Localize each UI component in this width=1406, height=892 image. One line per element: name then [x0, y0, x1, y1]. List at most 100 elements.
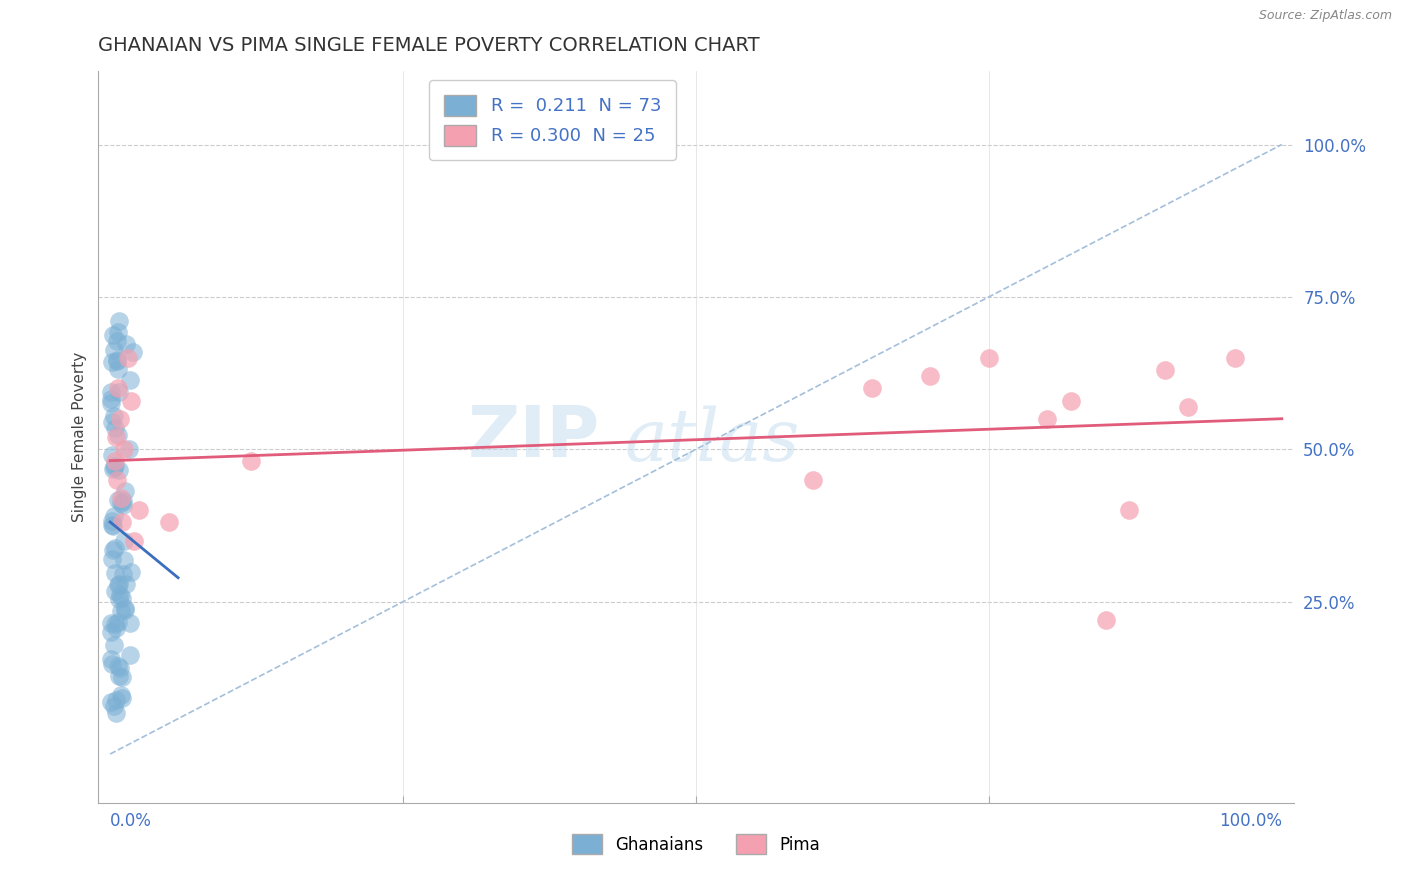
Point	[104, 693, 127, 707]
Point	[100, 415, 122, 429]
Point	[122, 533, 145, 548]
Point	[1177, 400, 1199, 414]
Point	[103, 409, 125, 424]
Point	[120, 648, 142, 662]
Point	[103, 699, 125, 714]
Point	[104, 706, 127, 721]
Point	[112, 498, 135, 512]
Point	[110, 496, 132, 510]
Point	[111, 690, 134, 705]
Text: 0.0%: 0.0%	[110, 812, 152, 830]
Point	[100, 625, 122, 640]
Point	[112, 442, 135, 457]
Point	[100, 652, 122, 666]
Point	[801, 473, 824, 487]
Point	[100, 449, 122, 463]
Point	[120, 565, 142, 579]
Text: atlas: atlas	[624, 406, 800, 476]
Point	[114, 336, 136, 351]
Point	[103, 543, 125, 558]
Point	[111, 670, 134, 684]
Point	[977, 351, 1000, 365]
Point	[107, 428, 129, 442]
Point	[108, 384, 131, 399]
Point	[104, 621, 127, 635]
Point	[114, 601, 136, 615]
Point	[118, 442, 141, 456]
Point	[120, 616, 142, 631]
Point	[101, 518, 124, 533]
Point	[104, 421, 127, 435]
Point	[108, 314, 131, 328]
Point	[104, 454, 127, 468]
Point	[108, 463, 131, 477]
Point	[103, 638, 125, 652]
Point	[100, 392, 122, 406]
Point	[110, 491, 132, 505]
Point	[107, 325, 129, 339]
Point	[1118, 503, 1140, 517]
Point	[100, 517, 122, 532]
Point	[105, 334, 128, 349]
Point	[112, 553, 135, 567]
Point	[105, 352, 128, 367]
Point	[115, 577, 138, 591]
Point	[110, 588, 132, 602]
Point	[111, 591, 134, 605]
Point	[105, 473, 128, 487]
Point	[117, 351, 139, 365]
Point	[111, 494, 134, 508]
Point	[114, 484, 136, 499]
Text: ZIP: ZIP	[468, 402, 600, 472]
Point	[112, 533, 135, 548]
Point	[128, 503, 150, 517]
Point	[122, 345, 145, 359]
Point	[100, 355, 122, 369]
Point	[1036, 412, 1059, 426]
Point	[860, 381, 883, 395]
Point	[107, 578, 129, 592]
Point	[107, 493, 129, 508]
Point	[104, 566, 127, 581]
Text: 100.0%: 100.0%	[1219, 812, 1282, 830]
Text: Source: ZipAtlas.com: Source: ZipAtlas.com	[1258, 9, 1392, 22]
Point	[1223, 351, 1246, 365]
Point	[107, 361, 129, 376]
Point	[103, 508, 125, 523]
Point	[114, 602, 136, 616]
Point	[1060, 393, 1083, 408]
Point	[108, 661, 131, 675]
Point	[105, 430, 128, 444]
Point	[100, 384, 122, 399]
Point	[103, 343, 125, 358]
Point	[108, 591, 131, 606]
Point	[108, 669, 131, 683]
Point	[118, 373, 141, 387]
Point	[239, 454, 262, 468]
Point	[103, 459, 125, 474]
Point	[107, 615, 129, 630]
Point	[104, 458, 127, 473]
Point	[110, 688, 132, 702]
Point	[120, 393, 142, 408]
Legend: Ghanaians, Pima: Ghanaians, Pima	[565, 828, 827, 860]
Point	[920, 369, 942, 384]
Point	[108, 577, 131, 591]
Point	[108, 412, 131, 426]
Point	[110, 603, 132, 617]
Point	[107, 381, 129, 395]
Text: GHANAIAN VS PIMA SINGLE FEMALE POVERTY CORRELATION CHART: GHANAIAN VS PIMA SINGLE FEMALE POVERTY C…	[98, 36, 761, 54]
Point	[101, 327, 124, 342]
Point	[101, 657, 124, 671]
Point	[104, 541, 127, 556]
Point	[157, 516, 180, 530]
Point	[101, 515, 124, 529]
Point	[104, 584, 127, 599]
Point	[100, 395, 122, 409]
Point	[100, 552, 122, 566]
Point	[100, 695, 122, 709]
Y-axis label: Single Female Poverty: Single Female Poverty	[72, 352, 87, 522]
Point	[105, 354, 128, 368]
Point	[100, 615, 122, 630]
Point	[107, 659, 129, 673]
